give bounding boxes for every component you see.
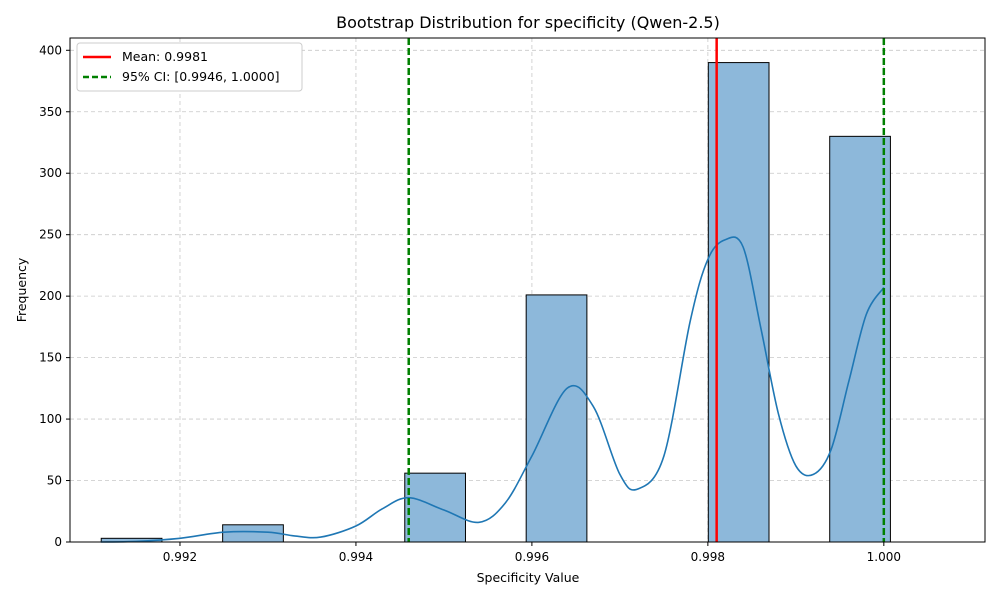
legend-ci-label: 95% CI: [0.9946, 1.0000] <box>122 69 280 84</box>
plot-frame <box>69 37 986 543</box>
y-tick-label: 250 <box>39 228 62 242</box>
axes <box>69 37 986 543</box>
x-axis-label: Specificity Value <box>477 570 580 585</box>
y-tick-label: 300 <box>39 166 62 180</box>
y-tick-label: 350 <box>39 105 62 119</box>
y-axis-label: Frequency <box>14 257 29 322</box>
y-tick-label: 400 <box>39 43 62 57</box>
histogram-bar <box>707 62 770 543</box>
y-tick-label: 150 <box>39 351 62 365</box>
histogram-bar <box>404 472 466 543</box>
reference-lines <box>407 38 886 542</box>
kde-curve <box>100 236 885 543</box>
x-tick-label: 0.992 <box>163 550 197 564</box>
y-tick-label: 0 <box>54 535 62 549</box>
histogram-bar <box>829 135 891 543</box>
kde-curve-group <box>100 236 885 543</box>
histogram-bars <box>100 62 891 543</box>
chart-title: Bootstrap Distribution for specificity (… <box>336 13 720 32</box>
y-tick-label: 100 <box>39 412 62 426</box>
x-tick-label: 1.000 <box>867 550 901 564</box>
legend-mean-label: Mean: 0.9981 <box>122 49 208 64</box>
y-tick-label: 200 <box>39 289 62 303</box>
x-tick-label: 0.994 <box>339 550 373 564</box>
x-tick-label: 0.998 <box>691 550 725 564</box>
y-tick-label: 50 <box>47 474 62 488</box>
ticks: 0.992 0.994 0.996 0.998 1.000 0 50 100 150 200 250… <box>39 43 901 564</box>
histogram-bar <box>525 294 588 543</box>
x-tick-label: 0.996 <box>515 550 549 564</box>
legend: Mean: 0.9981 95% CI: [0.9946, 1.0000] <box>76 42 303 92</box>
legend-box <box>76 42 303 92</box>
